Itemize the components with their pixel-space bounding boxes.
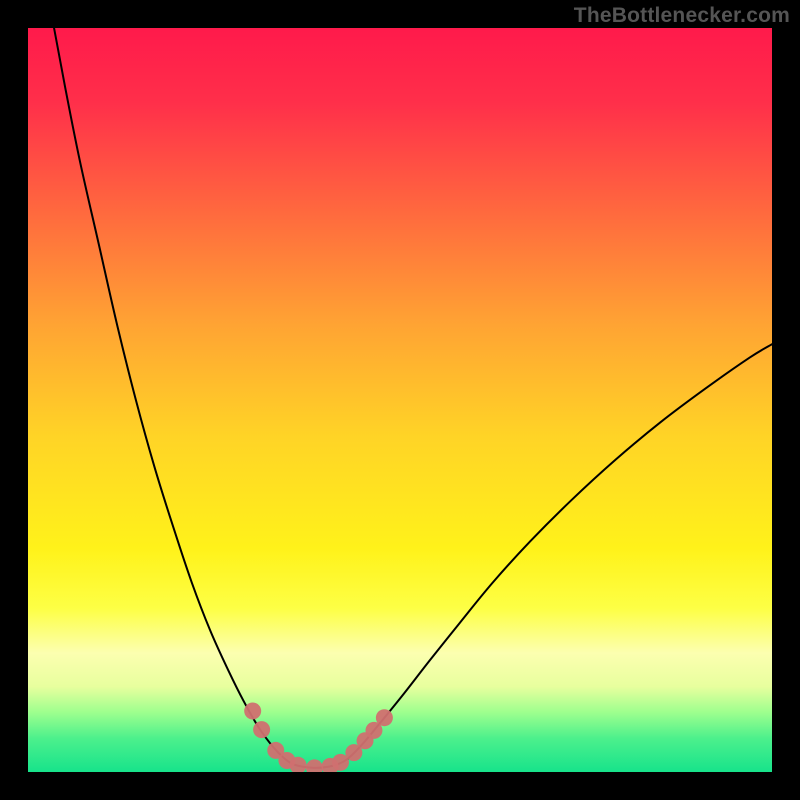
chart-svg: [28, 28, 772, 772]
chart-frame: TheBottlenecker.com: [0, 0, 800, 800]
chart-background: [28, 28, 772, 772]
data-point: [376, 709, 393, 726]
data-point: [244, 702, 261, 719]
plot-area: [28, 28, 772, 772]
watermark-text: TheBottlenecker.com: [574, 4, 790, 28]
data-point: [253, 721, 270, 738]
